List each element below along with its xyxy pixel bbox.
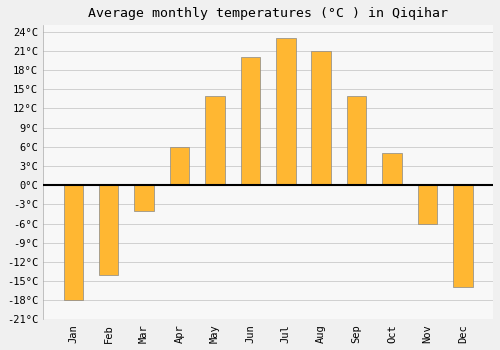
Bar	[134, 185, 154, 211]
Bar	[170, 147, 189, 185]
Bar	[312, 51, 331, 185]
Bar	[347, 96, 366, 185]
Bar	[276, 38, 295, 185]
Bar	[240, 57, 260, 185]
Bar	[64, 185, 83, 300]
Bar	[453, 185, 472, 287]
Bar	[99, 185, 118, 275]
Bar	[382, 153, 402, 185]
Bar	[205, 96, 225, 185]
Title: Average monthly temperatures (°C ) in Qiqihar: Average monthly temperatures (°C ) in Qi…	[88, 7, 448, 20]
Bar	[418, 185, 437, 224]
